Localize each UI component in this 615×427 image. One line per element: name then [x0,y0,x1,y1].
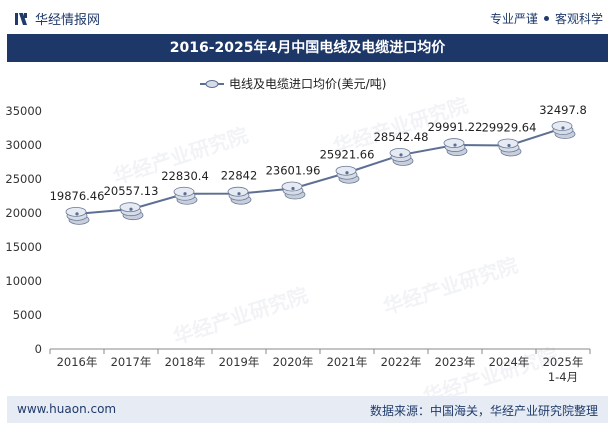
data-point [345,171,349,175]
legend-marker-icon [205,80,219,88]
data-point [507,143,511,148]
data-point [183,192,187,196]
y-tick-label: 35000 [5,104,42,118]
data-label: 23601.96 [266,164,321,178]
footer: www.huaon.com 数据来源：中国海关，华经产业研究院整理 [7,396,608,423]
series [65,121,576,225]
coin-layer [227,186,249,197]
y-tick-label: 10000 [5,274,42,288]
coin-marker-icon [227,186,252,205]
brand-logo-icon [14,12,28,26]
coin-layer [173,186,195,197]
coin-layer [551,121,573,131]
coin-marker-icon [443,138,468,156]
series-line [76,127,564,215]
coin-layer [497,138,519,149]
coin-layer [281,181,303,192]
data-label: 20557.13 [104,184,159,198]
brand: 华经情报网 [14,9,100,28]
data-label: 22830.4 [161,169,209,183]
tagline-dot-icon [543,16,549,21]
coin-marker-icon [389,148,414,166]
x-tick-label: 2017年 [111,355,152,369]
data-point [129,207,133,211]
coin-marker-icon [335,165,360,184]
coin-marker-icon [173,186,198,205]
tagline-left: 专业严谨 [489,12,538,26]
data-label: 25921.66 [320,148,375,162]
y-tick-label: 30000 [5,138,42,152]
coin-layer [119,202,141,213]
x-tick-label: 2016年 [57,355,98,369]
chart-title: 2016-2025年4月中国电线及电缆进口均价 [7,34,608,62]
x-tick-label: 2023年 [435,355,476,369]
data-label: 32497.8 [539,103,587,117]
data-label: 29929.64 [482,120,537,134]
y-tick-label: 15000 [5,240,42,254]
axes: 0 5000 10000 15000 20000 25000 30000 35000 2016年… [5,104,591,384]
tagline: 专业严谨 客观科学 [490,10,603,27]
data-point [561,126,565,130]
x-tick-label: 2024年 [489,355,530,369]
data-label: 29991.22 [428,120,483,134]
data-label: 28542.48 [374,130,429,144]
x-tick-label: 2022年 [381,355,422,369]
website-link[interactable]: www.huaon.com [17,402,117,416]
data-point [75,212,79,216]
coin-layer [335,165,357,176]
y-tick-label: 5000 [13,308,42,322]
data-point [453,143,457,147]
legend: 电线及电缆进口均价(美元/吨) [200,77,386,91]
data-label: 19876.46 [50,189,105,203]
coin-marker-icon [281,181,306,200]
y-tick-label: 20000 [5,206,42,220]
top-bar: 华经情报网 专业严谨 客观科学 [0,0,615,34]
brand-name: 华经情报网 [35,13,101,28]
data-label: 22842 [221,169,258,183]
coin-layer [443,138,465,148]
data-point [291,186,295,191]
x-tick-label: 2019年 [219,355,260,369]
coin-marker-icon [551,121,576,139]
coin-marker-icon [497,138,522,157]
data-point [399,153,403,157]
x-tick-label: 2025年 1-4月 [543,355,584,384]
data-point [237,192,241,196]
y-tick-label: 0 [35,342,42,356]
coin-layer [389,148,411,158]
y-tick-label: 25000 [5,172,42,186]
coin-marker-icon [65,206,90,225]
line-chart: 电线及电缆进口均价(美元/吨) 0 5000 10000 15000 20000 2500… [5,77,591,384]
tagline-right: 客观科学 [554,12,603,26]
x-tick-label: 2020年 [273,355,314,369]
legend-label: 电线及电缆进口均价(美元/吨) [229,77,386,91]
x-tick-label: 2018年 [165,355,206,369]
x-tick-label: 2021年 [327,355,368,369]
data-source: 数据来源：中国海关，华经产业研究院整理 [369,404,598,418]
coin-marker-icon [119,202,144,221]
coin-layer [65,206,87,217]
